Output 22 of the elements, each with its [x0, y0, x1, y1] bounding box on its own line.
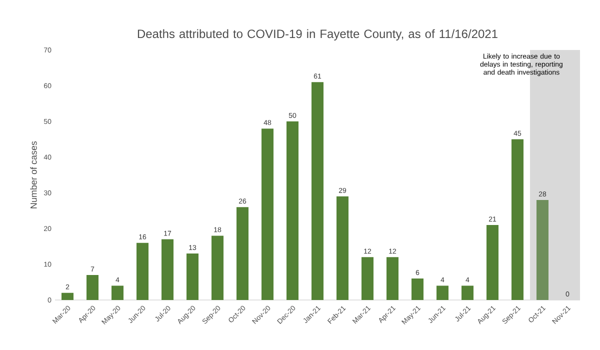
bar — [62, 292, 74, 300]
bar — [536, 200, 548, 300]
bar — [336, 196, 349, 300]
bar — [412, 278, 424, 300]
bar — [312, 82, 324, 300]
bar — [362, 257, 374, 300]
bar — [511, 139, 524, 300]
bar — [162, 239, 174, 300]
bar — [286, 121, 298, 300]
bar — [212, 236, 224, 300]
bar — [386, 257, 398, 300]
y-axis-title: Number of cases — [30, 141, 37, 208]
bar — [86, 274, 99, 300]
chart-title: Deaths attributed to COVID-19 in Fayette County, as of 11/16/2021 — [138, 29, 498, 40]
bar — [262, 128, 274, 300]
bar — [462, 286, 474, 300]
bar — [436, 286, 448, 300]
bar — [136, 242, 149, 300]
bar — [112, 286, 124, 300]
bar — [186, 254, 199, 300]
bar — [236, 207, 249, 300]
bar — [486, 224, 498, 300]
